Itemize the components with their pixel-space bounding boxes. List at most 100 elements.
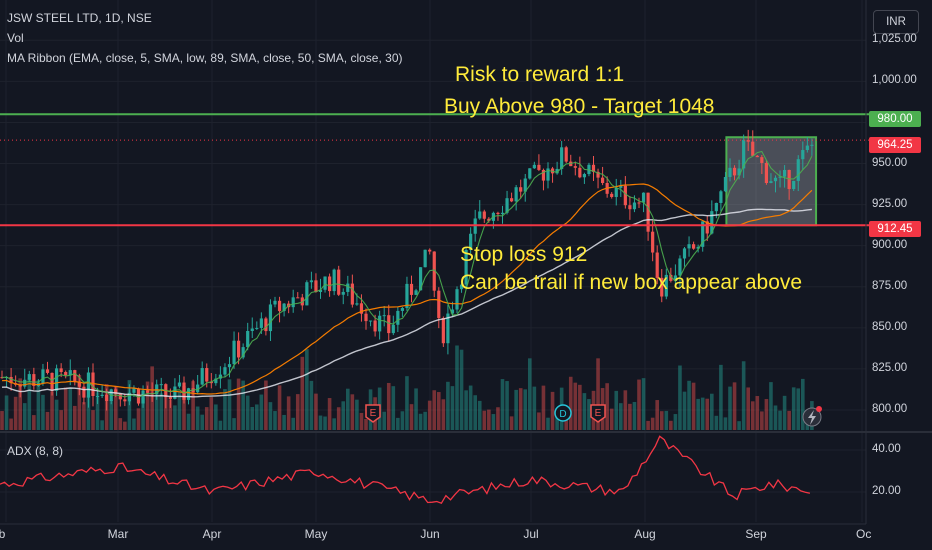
candle-body [764,162,768,184]
candle-body [123,399,127,402]
volume-bar [346,388,350,430]
volume-bar [760,411,764,430]
volume-bar [309,380,314,430]
candle-body [464,249,468,285]
volume-bar [113,386,118,430]
candle-body [469,233,473,250]
candle-body [728,167,732,177]
volume-bar [637,379,641,430]
volume-bar [573,382,578,430]
volume-bar [100,420,104,430]
trail-note-annotation[interactable]: Can be trail if new box appear above [460,271,803,294]
lightning-icon-glyph [808,410,816,425]
volume-bar [86,395,91,430]
volume-bar [82,402,86,430]
candle-body [95,395,100,397]
volume-bar [50,391,54,430]
volume-bar [273,411,277,430]
candle-body [314,280,318,293]
candle-body [9,377,13,384]
price-tick-label: 950.00 [872,156,908,169]
candle-body [77,381,81,387]
candle-body [373,320,377,332]
volume-bar [605,383,609,430]
candle-body [710,211,714,234]
stop-loss-annotation[interactable]: Stop loss 912 [460,243,588,266]
volume-bar [441,399,446,430]
volume-bar [141,397,145,430]
candle-body [446,313,450,344]
candle-body [118,393,122,400]
grid-lines [0,0,866,522]
event-marker-e[interactable]: E [365,404,381,423]
volume-bar [109,400,113,430]
event-marker-e[interactable]: E [590,404,606,423]
volume-bar [673,414,678,430]
volume-bar [123,421,127,430]
volume-bar [778,410,782,430]
volume-bar [154,390,159,430]
volume-bar [669,420,673,430]
currency-button[interactable]: INR [873,10,919,34]
volume-bar [532,386,537,430]
candle-body [692,244,696,249]
symbol-title[interactable]: JSW STEEL LTD, 1D, NSE [7,11,152,25]
volume-bar [750,401,755,430]
volume-bar [236,378,241,430]
candle-body [341,291,345,295]
ma-ribbon-label[interactable]: MA Ribbon (EMA, close, 5, SMA, low, 89, … [7,51,403,65]
candle-body [805,145,809,151]
volume-bar [59,410,63,430]
horizontal-levels[interactable] [0,113,870,227]
event-marker-d[interactable]: D [554,404,572,422]
adx-series-line [0,435,811,504]
dividend-marker-circle [554,404,572,422]
candle-body [591,164,596,172]
volume-bar [623,390,628,430]
volume-bar [241,380,245,430]
lightning-icon[interactable] [802,406,822,427]
candle-body [500,212,505,215]
candle-body [783,169,787,177]
candle-body [601,177,605,183]
candle-body [555,168,559,174]
candle-body [673,275,677,281]
volume-bar [632,401,637,430]
volume-bar [159,393,164,430]
candle-body [323,276,327,290]
volume-bar [464,390,468,430]
candle-body [623,185,627,206]
volume-bar [355,399,359,430]
volume-bar [541,385,546,430]
candle-body [701,221,705,247]
price-tick-label: 800.00 [872,403,908,415]
volume-bar [223,389,227,430]
volume-indicator-label[interactable]: Vol [7,31,24,45]
volume-bar [655,400,659,430]
candle-body [305,282,309,306]
candle-body [73,370,77,382]
adx-label[interactable]: ADX (8, 8) [7,444,64,458]
candle-body [714,202,718,212]
candle-body [732,167,737,176]
volume-bar [336,407,341,430]
price-tick-label: 925.00 [872,197,908,210]
candle-body [132,388,136,393]
candle-body [146,390,150,393]
volume-bar [482,410,487,430]
volume-bar [514,389,518,430]
adx-tick-label: 40.00 [872,443,901,455]
volume-bar [63,387,68,430]
volume-bar [295,394,300,430]
time-tick-label: Jun [420,527,440,541]
candle-body [496,212,500,215]
candles [0,129,814,411]
buy-target-annotation[interactable]: Buy Above 980 - Target 1048 [444,95,715,118]
risk-reward-annotation[interactable]: Risk to reward 1:1 [455,63,625,86]
volume-bar [523,389,528,430]
price-tick-label: 875.00 [872,279,908,292]
candle-body [250,328,254,331]
volume-bar [209,397,214,430]
